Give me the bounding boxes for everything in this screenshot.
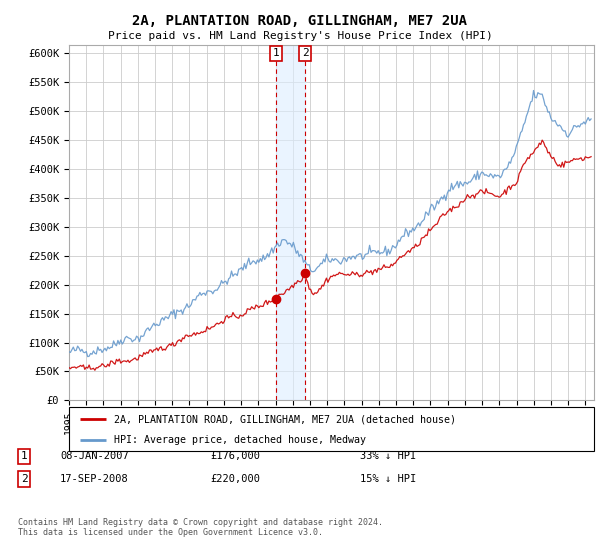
Text: Price paid vs. HM Land Registry's House Price Index (HPI): Price paid vs. HM Land Registry's House …	[107, 31, 493, 41]
Text: 1: 1	[273, 49, 280, 58]
Text: 1: 1	[20, 451, 28, 461]
Text: 2A, PLANTATION ROAD, GILLINGHAM, ME7 2UA (detached house): 2A, PLANTATION ROAD, GILLINGHAM, ME7 2UA…	[113, 414, 455, 424]
FancyBboxPatch shape	[69, 407, 594, 451]
Bar	[276, 45, 305, 400]
Text: 2A, PLANTATION ROAD, GILLINGHAM, ME7 2UA: 2A, PLANTATION ROAD, GILLINGHAM, ME7 2UA	[133, 14, 467, 28]
Text: 2: 2	[302, 49, 308, 58]
Text: £220,000: £220,000	[210, 474, 260, 484]
Text: 33% ↓ HPI: 33% ↓ HPI	[360, 451, 416, 461]
Text: 2: 2	[20, 474, 28, 484]
Text: Contains HM Land Registry data © Crown copyright and database right 2024.
This d: Contains HM Land Registry data © Crown c…	[18, 518, 383, 538]
Text: 08-JAN-2007: 08-JAN-2007	[60, 451, 129, 461]
Text: 15% ↓ HPI: 15% ↓ HPI	[360, 474, 416, 484]
Text: 17-SEP-2008: 17-SEP-2008	[60, 474, 129, 484]
Text: HPI: Average price, detached house, Medway: HPI: Average price, detached house, Medw…	[113, 435, 365, 445]
Text: £176,000: £176,000	[210, 451, 260, 461]
